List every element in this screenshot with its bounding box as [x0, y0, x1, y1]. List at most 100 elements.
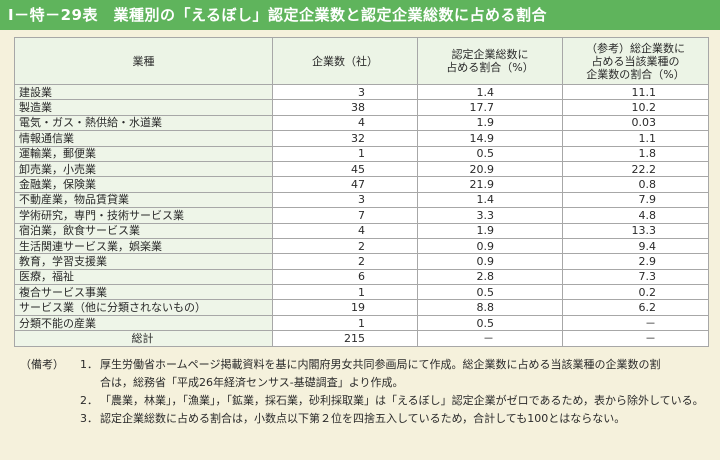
header-industry: 業種 [14, 37, 273, 85]
note-number: 1． [80, 358, 98, 371]
table-row: 情報通信業 32 14.9 1.1 [14, 130, 709, 147]
share-cell: 0.5 [417, 145, 563, 162]
industry-cell: 学術研究，専門・技術サービス業 [14, 207, 273, 224]
count-cell: 3 [272, 191, 418, 209]
table-row: 学術研究，専門・技術サービス業 7 3.3 4.8 [14, 207, 709, 224]
notes-label: （備考） [20, 358, 64, 371]
table-row: 分類不能の産業 1 0.5 － [14, 314, 709, 332]
share-cell: 2.8 [417, 268, 563, 286]
header-row: 業種 企業数（社） 認定企業総数に 占める割合（%） （参考）総企業数に 占める… [14, 37, 709, 85]
industry-cell: 金融業，保険業 [14, 176, 273, 193]
table-row: 運輸業，郵便業 1 0.5 1.8 [14, 145, 709, 162]
note-text: 「農業，林業」，「漁業」，「鉱業，採石業，砂利採取業」は「えるぼし」認定企業がゼ… [100, 394, 704, 407]
note-number: 3． [80, 412, 98, 425]
ref-cell: 7.3 [562, 268, 709, 286]
ref-cell: 10.2 [562, 99, 709, 116]
header-ref: （参考）総企業数に 占める当該業種の 企業数の割合（%） [562, 37, 709, 85]
header-share-line: 占める割合（%） [446, 61, 534, 74]
industry-cell: 卸売業，小売業 [14, 160, 273, 178]
table-row: 金融業，保険業 47 21.9 0.8 [14, 176, 709, 193]
industry-cell: 運輸業，郵便業 [14, 145, 273, 162]
industry-cell: 不動産業，物品賃貸業 [14, 191, 273, 209]
ref-cell: 2.9 [562, 253, 709, 270]
industry-cell: 電気・ガス・熱供給・水道業 [14, 114, 273, 132]
total-row: 総計 215 －－ [14, 330, 709, 347]
table-row: サービス業（他に分類されないもの） 19 8.8 6.2 [14, 299, 709, 316]
share-cell: 1.9 [417, 114, 563, 132]
industry-cell: 複合サービス事業 [14, 284, 273, 301]
count-cell: 2 [272, 253, 418, 270]
share-cell: 1.4 [417, 83, 563, 101]
share-cell: 14.9 [417, 130, 563, 147]
table-row: 教育，学習支援業 2 0.9 2.9 [14, 253, 709, 270]
page-title: Ⅰ－特－29表 業種別の「えるぼし」認定企業数と認定企業総数に占める割合 [0, 0, 720, 30]
note-text: 厚生労働省ホームページ掲載資料を基に内閣府男女共同参画局にて作成。総企業数に占め… [100, 358, 661, 371]
ref-cell: 4.8 [562, 207, 709, 224]
table-row: 卸売業，小売業 45 20.9 22.2 [14, 160, 709, 178]
count-cell: 4 [272, 114, 418, 132]
ref-cell: 11.1 [562, 83, 709, 101]
ref-cell: 0.8 [562, 176, 709, 193]
note-item: 3． 認定企業総数に占める割合は，小数点以下第２位を四捨五入しているため，合計し… [20, 410, 710, 428]
count-cell: 47 [272, 176, 418, 193]
ref-cell: 13.3 [562, 222, 709, 239]
ref-cell: － [562, 314, 709, 332]
share-cell: 0.9 [417, 253, 563, 270]
industry-cell: 情報通信業 [14, 130, 273, 147]
count-cell: 6 [272, 268, 418, 286]
share-cell: 1.4 [417, 191, 563, 209]
note-item-continuation: 合は，総務省「平成26年経済センサス-基礎調査」より作成。 [20, 374, 710, 392]
industry-cell: 医療，福祉 [14, 268, 273, 286]
header-count: 企業数（社） [272, 37, 418, 85]
count-cell: 7 [272, 207, 418, 224]
ref-cell: － [562, 330, 709, 347]
table-body: 建設業 3 1.4 11.1 製造業 38 17.7 10.2 電気・ガス・熱供給・水道業 4 1.… [14, 83, 709, 347]
count-cell: 1 [272, 145, 418, 162]
share-cell: 8.8 [417, 299, 563, 316]
header-ref-line: （参考）総企業数に [586, 41, 685, 55]
share-cell: 1.9 [417, 222, 563, 239]
header-ref-line: 企業数の割合（%） [586, 67, 685, 81]
share-cell: 17.7 [417, 99, 563, 116]
header-ref-line: 占める当該業種の [591, 54, 680, 68]
industry-cell: 生活関連サービス業，娯楽業 [14, 237, 273, 255]
count-cell: 32 [272, 130, 418, 147]
table-row: 宿泊業，飲食サービス業 4 1.9 13.3 [14, 222, 709, 239]
count-cell: 38 [272, 99, 418, 116]
ref-cell: 7.9 [562, 191, 709, 209]
industry-cell: 教育，学習支援業 [14, 253, 273, 270]
ref-cell: 1.1 [562, 130, 709, 147]
share-cell: 21.9 [417, 176, 563, 193]
note-text: 合は，総務省「平成26年経済センサス-基礎調査」より作成。 [100, 376, 404, 389]
table-row: 複合サービス事業 1 0.5 0.2 [14, 284, 709, 301]
ref-cell: 0.03 [562, 114, 709, 132]
share-cell: 20.9 [417, 160, 563, 178]
notes: （備考） 1． 厚生労働省ホームページ掲載資料を基に内閣府男女共同参画局にて作成… [20, 356, 710, 428]
note-item: 2． 「農業，林業」，「漁業」，「鉱業，採石業，砂利採取業」は「えるぼし」認定企… [20, 392, 710, 410]
industry-cell: 宿泊業，飲食サービス業 [14, 222, 273, 239]
table-row: 生活関連サービス業，娯楽業 2 0.9 9.4 [14, 237, 709, 255]
table-row: 建設業 3 1.4 11.1 [14, 83, 709, 101]
table-row: 不動産業，物品賃貸業 3 1.4 7.9 [14, 191, 709, 209]
industry-cell: サービス業（他に分類されないもの） [14, 299, 273, 316]
industry-cell: 製造業 [14, 99, 273, 116]
count-cell: 2 [272, 237, 418, 255]
content-panel: 業種 企業数（社） 認定企業総数に 占める割合（%） （参考）総企業数に 占める… [0, 30, 720, 460]
share-cell: 0.5 [417, 314, 563, 332]
table-row: 電気・ガス・熱供給・水道業 4 1.9 0.03 [14, 114, 709, 132]
table-row: 製造業 38 17.7 10.2 [14, 99, 709, 116]
count-cell: 3 [272, 83, 418, 101]
ref-cell: 1.8 [562, 145, 709, 162]
ref-cell: 6.2 [562, 299, 709, 316]
note-number: 2． [80, 394, 98, 407]
industry-cell: 建設業 [14, 83, 273, 101]
share-cell: 0.5 [417, 284, 563, 301]
share-cell: － [417, 330, 563, 347]
note-text: 認定企業総数に占める割合は，小数点以下第２位を四捨五入しているため，合計しても1… [100, 412, 626, 425]
industry-cell: 分類不能の産業 [14, 314, 273, 332]
count-cell: 215 [272, 330, 418, 347]
count-cell: 45 [272, 160, 418, 178]
header-share: 認定企業総数に 占める割合（%） [417, 37, 563, 85]
share-cell: 0.9 [417, 237, 563, 255]
industry-cell: 総計 [14, 330, 273, 347]
